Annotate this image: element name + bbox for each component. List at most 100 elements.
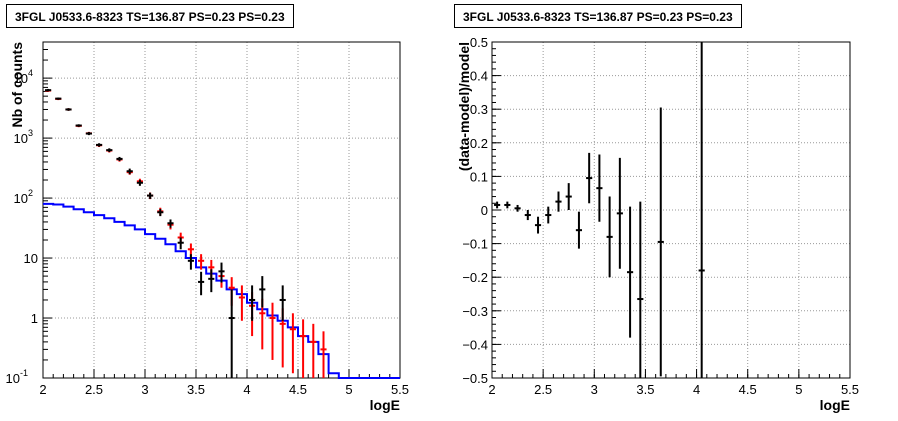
left-x-tick-label: 2	[39, 382, 46, 397]
residual-point	[494, 201, 501, 209]
right-y-tick-label: 0.1	[470, 169, 488, 184]
residual-point	[606, 196, 613, 278]
left-x-tick-label: 5.5	[391, 382, 409, 397]
right-y-tick-label: 0	[481, 203, 488, 218]
residual-point	[698, 42, 705, 378]
residual-point	[514, 204, 521, 212]
residual-point	[565, 183, 572, 210]
right-x-tick-label: 2.5	[534, 382, 552, 397]
left-y-tick-label: 1	[31, 311, 38, 326]
residual-point	[616, 157, 623, 269]
data-counts-point	[96, 143, 103, 147]
left-y-tick-base: 10	[6, 371, 20, 386]
data-counts-point	[106, 148, 113, 153]
right-y-tick-label: −0.4	[462, 337, 488, 352]
residual-point	[596, 154, 603, 222]
data-counts-point	[177, 237, 184, 250]
right-y-tick-label: 0.5	[470, 35, 488, 50]
right-y-tick-label: 0.2	[470, 136, 488, 151]
right-x-tick-label: 5	[795, 382, 802, 397]
model-counts-point	[198, 254, 205, 270]
right-y-axis-label: (data-model)/model	[456, 42, 472, 171]
left-y-tick-base: 10	[24, 251, 38, 266]
data-counts-point	[187, 254, 194, 270]
model-counts-point	[310, 323, 317, 378]
model-counts-point	[300, 319, 307, 378]
model-counts-point	[320, 331, 327, 378]
right-x-tick-label: 5.5	[841, 382, 859, 397]
data-counts-point	[259, 276, 266, 308]
left-chart-title: 3FGL J0533.6-8323 TS=136.87 PS=0.23 PS=0…	[6, 4, 294, 28]
residual-point	[627, 206, 634, 338]
data-counts-point	[228, 289, 235, 378]
residual-point	[657, 107, 664, 377]
left-y-tick-base: 10	[14, 71, 28, 86]
model-counts-point	[289, 313, 296, 374]
left-x-tick-label: 4	[243, 382, 250, 397]
right-x-tick-label: 2	[488, 382, 495, 397]
left-y-tick-label: 104	[14, 68, 33, 86]
right-y-tick-label: −0.3	[462, 304, 488, 319]
data-counts-point	[147, 192, 154, 199]
data-counts-point	[85, 132, 92, 136]
model-counts-point	[238, 285, 245, 321]
data-counts-point	[279, 285, 286, 321]
left-x-tick-label: 4.5	[289, 382, 307, 397]
data-counts-point	[116, 156, 123, 161]
residual-point	[524, 210, 531, 221]
left-y-axis-label: Nb of counts	[9, 42, 25, 128]
right-x-tick-label: 4.5	[739, 382, 757, 397]
data-counts-point	[45, 88, 52, 92]
data-counts-point	[198, 271, 205, 296]
residual-point	[637, 201, 644, 378]
right-y-tick-label: −0.2	[462, 270, 488, 285]
residual-chart: 2 2.5 3 3.5 4 4.5 5 5.5 −0.5 −0.4 −0.3 −0.2 −0.1 0 0.1…	[456, 35, 859, 413]
data-counts-point	[218, 262, 225, 283]
residual-point	[504, 201, 511, 209]
right-x-tick-label: 3.5	[636, 382, 654, 397]
left-y-tick-label: 102	[14, 188, 33, 206]
left-plot-frame	[42, 41, 401, 379]
left-y-tick-base: 1	[31, 311, 38, 326]
data-counts-point	[126, 168, 133, 175]
residual-point	[534, 216, 542, 234]
left-y-tick-label: 103	[14, 128, 33, 146]
residual-point	[586, 152, 593, 204]
data-counts-point	[55, 97, 62, 100]
left-y-tick-label: 10	[24, 251, 38, 266]
left-y-tick-base: 10	[14, 131, 28, 146]
right-chart-title: 3FGL J0533.6-8323 TS=136.87 PS=0.23 PS=0…	[454, 4, 742, 28]
left-x-tick-label: 5	[345, 382, 352, 397]
data-counts-point	[65, 108, 72, 111]
data-counts-point	[167, 219, 174, 228]
model-histogram-line	[43, 202, 400, 379]
left-y-tick-exponent: 2	[28, 188, 33, 198]
left-x-axis-label: logE	[370, 397, 400, 413]
data-counts-point	[208, 269, 215, 293]
left-y-tick-label: 10-1	[6, 368, 28, 386]
right-y-tick-label: 0.4	[470, 69, 488, 84]
left-y-tick-exponent: -1	[20, 368, 28, 378]
model-counts-point	[269, 302, 276, 360]
right-x-tick-label: 4	[693, 382, 700, 397]
left-y-tick-exponent: 3	[28, 128, 33, 138]
residual-point	[545, 206, 552, 224]
left-x-tick-label: 3	[141, 382, 148, 397]
right-y-tick-label: 0.3	[470, 102, 488, 117]
data-counts-point	[157, 208, 164, 217]
right-x-axis-label: logE	[820, 397, 850, 413]
right-plot-frame	[491, 41, 851, 379]
right-y-tick-label: −0.5	[462, 371, 488, 386]
right-x-tick-label: 3	[591, 382, 598, 397]
left-y-tick-exponent: 4	[28, 68, 33, 78]
left-x-tick-label: 2.5	[85, 382, 103, 397]
data-counts-point	[136, 180, 143, 186]
data-counts-point	[75, 124, 82, 127]
residual-point	[575, 211, 583, 249]
left-y-tick-base: 10	[14, 191, 28, 206]
data-counts-point	[249, 285, 256, 321]
left-x-tick-label: 3.5	[187, 382, 205, 397]
right-y-tick-label: −0.1	[462, 237, 488, 252]
